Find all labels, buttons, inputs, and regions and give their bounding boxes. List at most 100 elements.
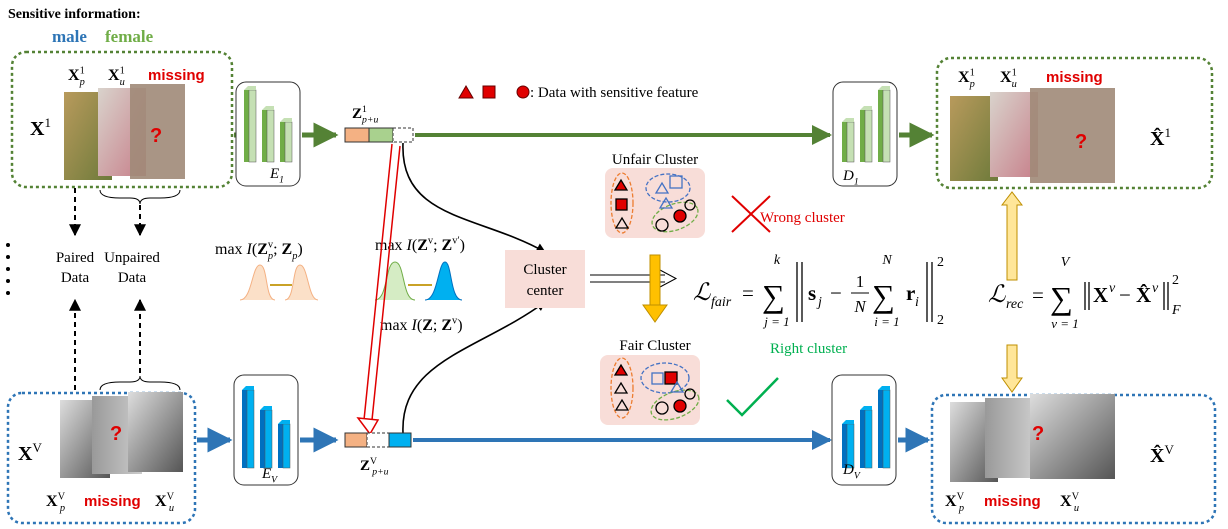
loss-eq: = — [742, 281, 754, 305]
loss-sum-lo: i = 1 — [874, 314, 899, 329]
math-base: D — [842, 462, 854, 478]
math-base: ) — [297, 241, 302, 258]
latent-part — [345, 433, 367, 447]
missing-label: missing — [84, 493, 141, 510]
math-sup: V — [32, 440, 42, 455]
loss-symbol: ℒ — [988, 282, 1006, 308]
math-sup: V — [370, 456, 377, 467]
math-sub: V — [271, 475, 278, 486]
loss-sum: ∑ — [762, 278, 785, 314]
math-sup: 1 — [80, 66, 85, 77]
math-base: E — [261, 466, 271, 482]
loss-s-sub: j — [816, 295, 822, 310]
distribution — [375, 262, 415, 300]
math-sub: p+u — [371, 467, 388, 478]
reconV-paired: XVp — [945, 492, 965, 514]
math-base: X̂ — [1150, 443, 1165, 467]
missing-label: missing — [148, 67, 205, 84]
math-base: Z — [422, 317, 433, 334]
loss-sup: 2 — [937, 255, 944, 270]
loss-sum-lo: j = 1 — [762, 314, 789, 329]
layer-face — [865, 110, 872, 162]
cluster-center-text: Cluster — [523, 262, 566, 278]
mi-common: max I(Z; Zv) — [380, 316, 463, 334]
loss-sum-hi: k — [774, 253, 781, 268]
unpaired-text: Unpaired — [104, 250, 160, 266]
loss-xhat: X̂ — [1136, 283, 1151, 307]
double-line-arrow — [590, 270, 676, 287]
hollow-arrow-head — [358, 418, 378, 434]
loss-sub: rec — [1006, 297, 1024, 312]
math-sub: V — [854, 471, 861, 482]
legend-text: : Data with sensitive feature — [530, 85, 699, 101]
math-sub: 1 — [279, 175, 284, 186]
view1-unpaired: X1u — [108, 66, 125, 88]
math-base: Z — [442, 237, 453, 254]
layer-face — [249, 90, 256, 162]
layer-side — [242, 390, 247, 468]
math-sub: p+u — [361, 115, 378, 126]
legend-circle — [517, 86, 529, 98]
math-base: D — [842, 168, 854, 184]
math-base: ; — [433, 317, 441, 334]
right-text: Right cluster — [770, 341, 847, 357]
image-missing — [1030, 88, 1115, 183]
reconV-label: X̂V — [1150, 442, 1174, 467]
loss-den: N — [853, 297, 867, 316]
loss-s: s — [808, 281, 816, 305]
arrow-down — [1002, 345, 1022, 392]
math-sup: V — [957, 492, 965, 503]
image — [128, 392, 183, 472]
loss-sum-lo: v = 1 — [1051, 316, 1079, 331]
arrow-head — [643, 305, 667, 322]
arrow-up — [1002, 192, 1022, 280]
math-sub: u — [120, 77, 125, 88]
layer-face — [267, 110, 274, 162]
missing-label: missing — [1046, 69, 1103, 86]
loss-x-sup: v — [1109, 281, 1116, 296]
math-sub: p — [79, 77, 85, 88]
math-base: X — [155, 493, 167, 510]
layer-face — [265, 410, 272, 468]
math-sup: v′ — [452, 236, 459, 247]
distribution — [285, 265, 318, 300]
loss-sum: ∑ — [872, 278, 895, 314]
layer-face — [283, 424, 290, 468]
image-missing — [985, 398, 1035, 478]
math-base: Z — [417, 237, 428, 254]
latent-part — [345, 128, 369, 142]
layer-side — [280, 122, 285, 162]
layer-face — [847, 122, 854, 162]
math-base: Z — [282, 241, 293, 258]
latent-part — [369, 128, 393, 142]
loss-sum-hi: V — [1061, 255, 1071, 270]
math-base: X — [1060, 493, 1072, 510]
layer-side — [842, 122, 847, 162]
layer-side — [278, 424, 283, 468]
layer-side — [860, 410, 865, 468]
math-sup: V — [58, 492, 66, 503]
math-sub: p — [59, 503, 65, 514]
math-sub: p — [958, 503, 964, 514]
math-base: X — [1000, 69, 1012, 86]
layer-side — [244, 90, 249, 162]
distribution — [425, 262, 462, 300]
missing-label: missing — [984, 493, 1041, 510]
reconV-unpaired: XVu — [1060, 492, 1080, 514]
math-sub: 1 — [854, 177, 859, 188]
math-base: X — [30, 118, 45, 140]
wrong-text: Wrong cluster — [760, 210, 845, 226]
math-base: Z — [257, 241, 268, 258]
cluster-center-text: center — [527, 283, 564, 299]
math-sup: 1 — [1164, 125, 1171, 140]
loss-minus: − — [830, 281, 842, 305]
latent-part — [389, 433, 411, 447]
math-base: max — [215, 241, 247, 258]
math-base: ) — [457, 317, 462, 334]
unfair-title: Unfair Cluster — [612, 152, 698, 168]
math-sup: V — [167, 492, 175, 503]
math-sup: 1 — [120, 66, 125, 77]
math-base: ; — [273, 241, 281, 258]
diagram: Sensitive information: male female X1 X1… — [0, 0, 1228, 529]
layer-side — [878, 390, 883, 468]
